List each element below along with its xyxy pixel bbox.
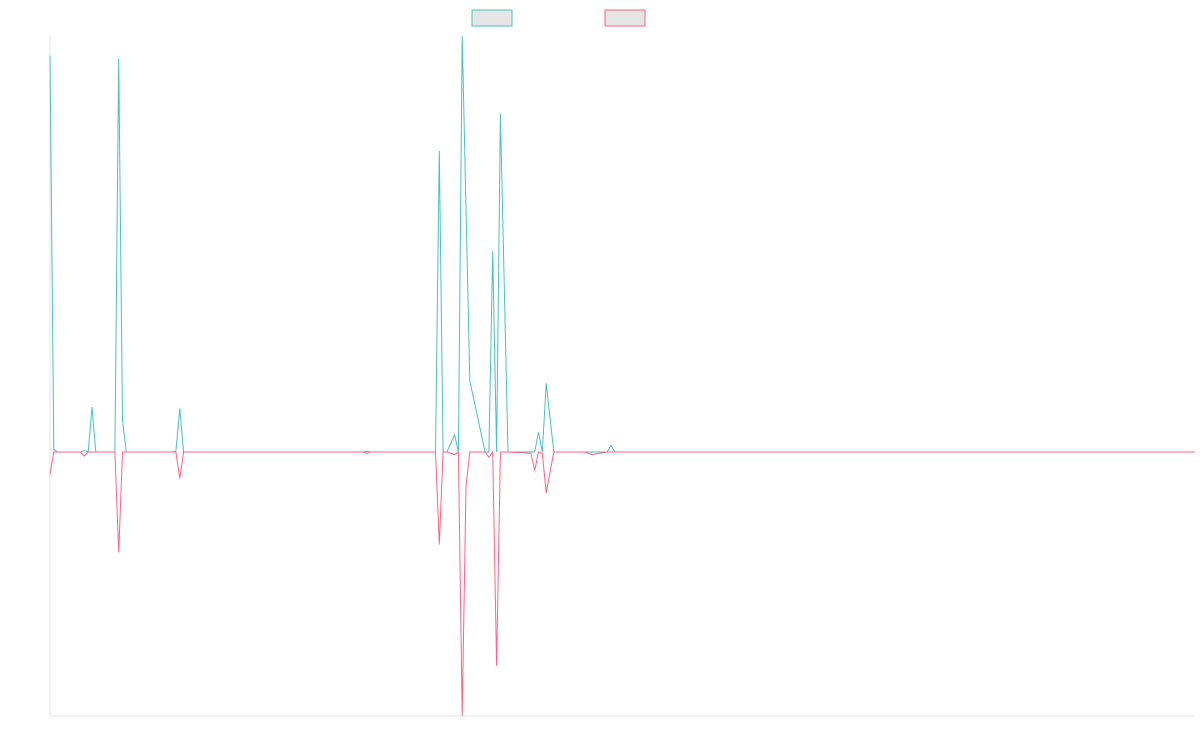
legend: [471, 9, 646, 27]
series-line-1: [49, 35, 1195, 453]
plot-area: [49, 35, 1195, 717]
legend-swatch-2[interactable]: [604, 9, 646, 27]
series-line-2: [49, 450, 1195, 717]
legend-swatch-1[interactable]: [471, 9, 513, 27]
